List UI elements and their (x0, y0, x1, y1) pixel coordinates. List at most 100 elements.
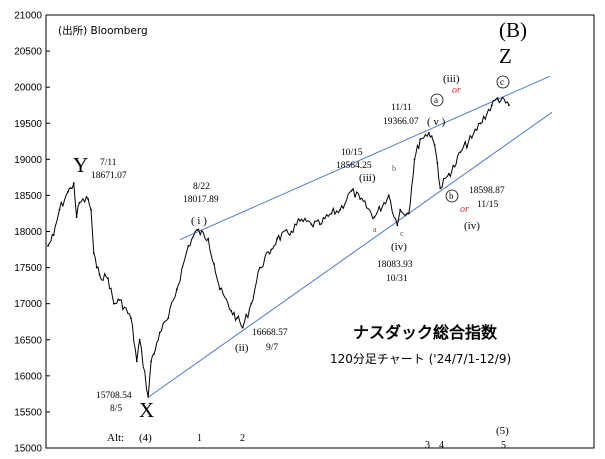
iv-value: 18083.93 (377, 260, 413, 270)
price-point (359, 198, 361, 200)
price-point (448, 172, 450, 175)
b-value: 18598.87 (469, 186, 505, 196)
alt-mark-5-paren: (5) (496, 425, 509, 437)
price-point (490, 104, 493, 107)
b-date: 11/15 (477, 200, 499, 210)
price-point (52, 234, 55, 237)
price-line (47, 96, 510, 398)
wave-X-label: X (139, 398, 154, 422)
v-value: 19366.07 (383, 117, 419, 127)
price-point (439, 187, 442, 190)
circle-b-marker (445, 189, 459, 203)
iv-date: 10/31 (386, 274, 408, 284)
price-point (98, 273, 101, 276)
price-point (496, 97, 499, 99)
y-tick-label: 15000 (14, 444, 42, 455)
y-tick-label: 18500 (14, 191, 42, 202)
price-point (310, 223, 313, 226)
lower-trendline (147, 111, 553, 398)
price-point (196, 229, 198, 232)
wave-iv-alt-label: (iv) (464, 220, 480, 232)
price-point (373, 216, 376, 219)
i-value: 18017.89 (183, 195, 219, 205)
alt-label: Alt: (107, 432, 124, 444)
subwave-c-label: c (400, 229, 404, 238)
y-tick-label: 19000 (14, 155, 42, 166)
y-tick-label: 20000 (14, 83, 42, 94)
chart-subtitle: 120分足チャート ('24/7/1-12/9) (330, 352, 511, 366)
alt-mark-3: 3 (425, 440, 430, 451)
alt-mark-5: 5 (501, 440, 506, 451)
price-point (459, 151, 462, 154)
price-point (250, 302, 253, 305)
price-point (78, 201, 81, 204)
price-point (319, 223, 321, 226)
price-point (399, 208, 402, 211)
or-note-1: or (452, 85, 461, 96)
ii-value: 16668.57 (252, 328, 288, 338)
price-point (176, 288, 178, 291)
wave-Y-label: Y (73, 153, 88, 177)
circle-a-label: a (434, 95, 438, 105)
y-tick-label: 21000 (14, 11, 42, 22)
circle-a-marker (430, 93, 444, 107)
price-point (218, 288, 221, 291)
price-point (138, 338, 141, 341)
iii-date: 10/15 (341, 148, 363, 158)
price-point (47, 245, 49, 247)
price-point (230, 310, 233, 312)
y-tick-label: 16500 (14, 335, 42, 346)
y-value: 18671.07 (91, 171, 127, 181)
price-point (479, 122, 482, 125)
chart-title: ナスダック総合指数 (353, 323, 498, 342)
x-date: 8/5 (110, 404, 122, 414)
y-tick-label: 16000 (14, 371, 42, 382)
price-point (350, 189, 353, 192)
alt-mark-4b: 4 (439, 440, 444, 451)
price-point (70, 187, 72, 190)
price-point (118, 299, 121, 301)
wave-ii-label: (ii) (235, 342, 249, 354)
y-axis: 15000 15500 16000 16500 17000 17500 18000 18500… (14, 11, 50, 455)
price-point (150, 360, 153, 363)
v-date: 11/11 (391, 103, 412, 113)
price-point (58, 208, 61, 211)
price-point (241, 326, 244, 329)
wave-i-label: ( i ) (191, 215, 207, 227)
price-point (290, 230, 293, 233)
wave-B-label: (B) (499, 18, 527, 42)
price-point (107, 277, 109, 280)
price-point (396, 224, 399, 227)
subwave-a-label: a (373, 225, 377, 234)
y-tick-label: 20500 (14, 47, 42, 58)
source-note: (出所) Bloomberg (58, 24, 148, 37)
price-point (72, 182, 75, 185)
upper-trendline (179, 75, 551, 241)
i-date: 8/22 (193, 182, 210, 192)
price-point (433, 144, 436, 146)
iii-value: 18564.25 (336, 161, 372, 171)
price-point (187, 245, 190, 247)
or-note-2: or (460, 204, 469, 215)
price-point (259, 266, 261, 269)
x-value: 15708.54 (96, 391, 132, 401)
circle-b-label: b (449, 191, 454, 201)
alt-mark-2: 2 (240, 433, 245, 444)
wave-v-label: ( v ) (427, 116, 446, 128)
price-point (158, 331, 161, 334)
wave-iv-label: (iv) (391, 241, 407, 253)
plot-frame (45, 14, 595, 449)
price-point (427, 132, 430, 134)
price-point (430, 135, 433, 138)
price-point (419, 138, 422, 141)
ii-date: 9/7 (266, 343, 278, 353)
y-date: 7/11 (100, 158, 117, 168)
y-tick-label: 19500 (14, 119, 42, 130)
wave-Z-label: Z (499, 44, 512, 68)
price-point (436, 162, 439, 164)
alt-mark-1: 1 (197, 433, 202, 444)
price-point (90, 208, 92, 211)
price-point (276, 237, 278, 240)
price-point (213, 263, 216, 265)
